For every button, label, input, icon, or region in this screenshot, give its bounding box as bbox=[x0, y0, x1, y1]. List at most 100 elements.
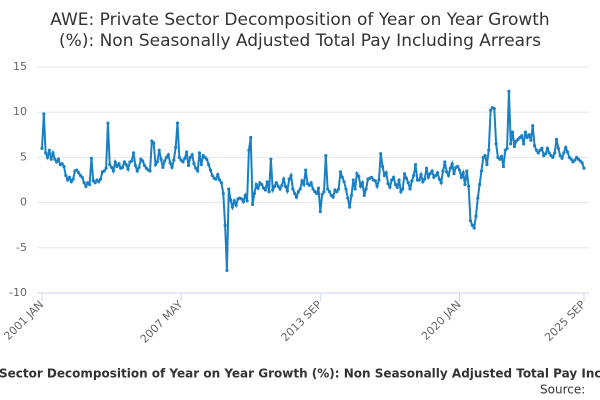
data-point bbox=[379, 152, 383, 156]
data-point bbox=[302, 182, 306, 187]
data-point bbox=[375, 184, 379, 188]
data-point bbox=[551, 155, 555, 159]
data-point bbox=[322, 190, 326, 194]
data-point bbox=[428, 172, 432, 176]
data-point bbox=[424, 166, 429, 170]
data-point bbox=[53, 157, 57, 161]
data-point bbox=[111, 169, 116, 173]
data-point bbox=[155, 160, 159, 164]
data-point bbox=[170, 165, 174, 169]
data-point bbox=[412, 173, 416, 178]
data-point bbox=[456, 164, 460, 169]
data-point bbox=[56, 157, 61, 161]
data-point bbox=[153, 163, 158, 167]
data-point bbox=[199, 163, 203, 167]
data-point bbox=[327, 190, 332, 194]
chart-title: AWE: Private Sector Decomposition of Yea… bbox=[50, 10, 549, 51]
data-point bbox=[348, 205, 352, 209]
data-point bbox=[293, 191, 297, 196]
data-point bbox=[446, 173, 451, 178]
data-point bbox=[216, 172, 220, 177]
data-point bbox=[124, 163, 128, 167]
data-point bbox=[326, 187, 330, 191]
data-point bbox=[487, 148, 491, 152]
data-point bbox=[388, 185, 392, 189]
data-point bbox=[157, 148, 161, 152]
data-point bbox=[239, 197, 244, 201]
data-point bbox=[274, 181, 278, 185]
data-point bbox=[283, 184, 288, 188]
data-point bbox=[545, 146, 549, 150]
data-point bbox=[397, 178, 401, 182]
data-point bbox=[141, 159, 145, 163]
data-point bbox=[353, 187, 357, 191]
series-line bbox=[41, 91, 585, 271]
data-point bbox=[44, 151, 48, 155]
data-point bbox=[252, 191, 257, 196]
data-point bbox=[445, 170, 449, 174]
data-point bbox=[474, 214, 478, 218]
data-point bbox=[137, 165, 141, 169]
data-point bbox=[234, 203, 238, 207]
data-point bbox=[357, 174, 361, 178]
data-point bbox=[172, 158, 176, 162]
data-point bbox=[430, 169, 434, 173]
data-point bbox=[175, 121, 180, 125]
data-point bbox=[161, 165, 165, 169]
data-point bbox=[505, 146, 509, 150]
data-point bbox=[102, 169, 106, 173]
data-point bbox=[349, 193, 354, 197]
data-point bbox=[521, 142, 526, 146]
data-point bbox=[452, 172, 456, 176]
data-point bbox=[75, 168, 79, 172]
data-point bbox=[532, 144, 537, 148]
data-point bbox=[267, 190, 271, 194]
data-point bbox=[225, 268, 229, 272]
data-point bbox=[69, 180, 73, 184]
data-point bbox=[580, 161, 584, 165]
x-tick-label: 2001 JAN bbox=[1, 298, 46, 343]
data-point bbox=[355, 172, 359, 176]
data-point bbox=[307, 183, 311, 188]
data-point bbox=[331, 195, 335, 199]
data-point bbox=[459, 175, 463, 179]
data-point bbox=[364, 187, 368, 191]
data-point bbox=[66, 178, 70, 182]
data-point bbox=[472, 226, 476, 230]
data-point bbox=[45, 155, 50, 159]
data-point bbox=[426, 175, 430, 179]
data-point bbox=[369, 175, 374, 179]
data-point bbox=[439, 181, 443, 185]
data-point bbox=[71, 177, 75, 181]
data-point bbox=[93, 181, 97, 185]
data-point bbox=[463, 182, 467, 187]
data-point bbox=[421, 180, 425, 184]
data-point bbox=[186, 163, 191, 168]
data-point bbox=[120, 165, 125, 169]
data-point bbox=[126, 167, 130, 171]
data-point bbox=[223, 223, 227, 227]
data-point bbox=[565, 150, 570, 154]
data-point bbox=[315, 191, 319, 196]
data-point bbox=[525, 135, 529, 140]
data-point bbox=[494, 142, 498, 146]
data-point bbox=[393, 182, 397, 187]
data-point bbox=[183, 156, 187, 160]
data-point bbox=[304, 168, 308, 172]
data-point bbox=[115, 164, 119, 169]
data-point bbox=[263, 188, 267, 192]
data-point bbox=[97, 180, 101, 184]
data-point bbox=[401, 187, 405, 191]
data-point bbox=[194, 166, 198, 170]
data-point bbox=[512, 144, 517, 149]
data-point bbox=[450, 162, 454, 166]
data-point bbox=[287, 177, 291, 181]
data-point bbox=[309, 181, 313, 185]
data-point bbox=[395, 185, 399, 189]
data-point bbox=[510, 130, 515, 134]
data-point bbox=[77, 171, 81, 175]
data-point bbox=[40, 146, 44, 150]
data-point bbox=[476, 196, 480, 200]
data-point bbox=[501, 164, 506, 169]
